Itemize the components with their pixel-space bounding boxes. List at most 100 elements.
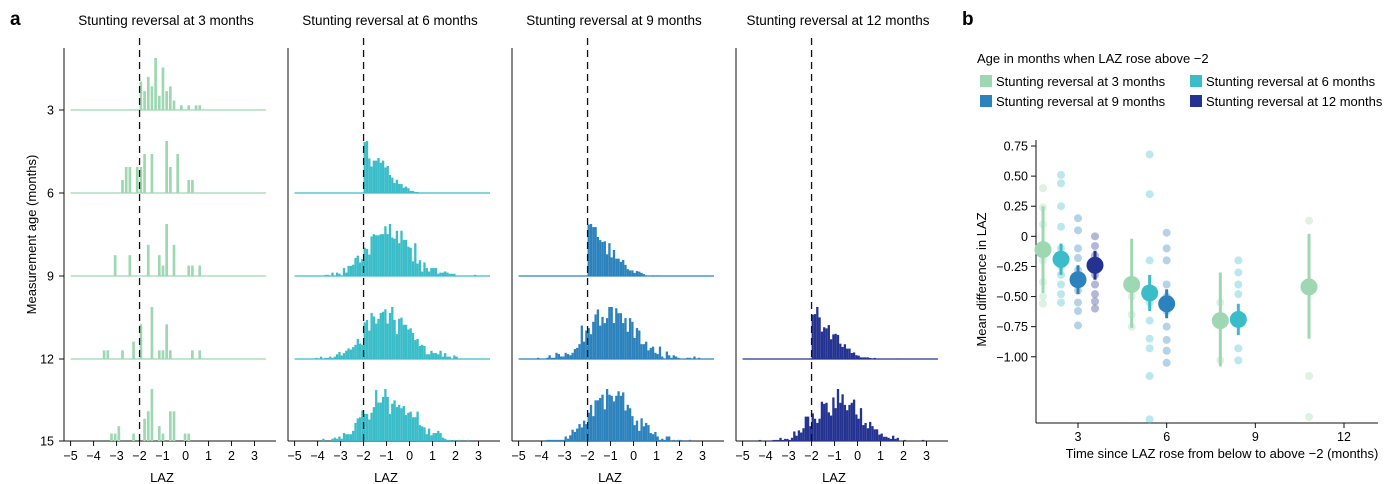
histogram-bar (848, 348, 851, 359)
histogram-bar (414, 340, 417, 359)
histogram-bar (878, 434, 881, 441)
histogram-bar (377, 235, 380, 276)
observation-point (1145, 256, 1154, 265)
histogram-bar (672, 439, 675, 441)
histogram-bar (358, 262, 362, 276)
observation-point (1162, 346, 1171, 355)
histogram-bar (329, 356, 332, 359)
histogram-bar (409, 190, 412, 193)
histogram-bar (432, 353, 435, 359)
histogram-bar (869, 357, 872, 359)
histogram-bar (580, 325, 583, 359)
histogram-bar (423, 346, 426, 359)
histogram-bar (143, 91, 146, 110)
histogram-bar (110, 433, 113, 441)
histogram-bar (781, 439, 784, 441)
histogram-bar (654, 431, 657, 441)
histogram-bar (839, 402, 842, 441)
histogram-bar (585, 424, 588, 441)
histogram-bar (612, 323, 616, 359)
histogram-bar (395, 334, 399, 359)
histogram-bar (450, 273, 454, 276)
histogram-bar (407, 329, 410, 359)
histogram-bar (128, 255, 132, 276)
histogram-bar (356, 338, 359, 359)
ridge-age-9 (518, 224, 714, 277)
histogram-bar (333, 437, 336, 441)
histogram-bar (172, 100, 176, 110)
histogram-bar (388, 224, 392, 276)
histogram-bar (439, 272, 442, 276)
histogram-bar (117, 426, 121, 441)
histogram-bar (880, 433, 883, 441)
histogram-bar (414, 243, 417, 276)
histogram-bar (398, 318, 401, 359)
histogram-bar (569, 435, 572, 441)
histogram-bar (576, 347, 579, 359)
histogram-bar (601, 241, 604, 276)
x-tick-label: −5 (63, 449, 77, 463)
histogram-bar (427, 354, 431, 359)
x-tick-label: −3 (109, 449, 123, 463)
histogram-bar (439, 350, 442, 359)
histogram-bar (848, 404, 851, 441)
histogram-bar (102, 350, 106, 359)
histogram-bar (161, 350, 165, 359)
histogram-bar (432, 433, 435, 441)
histogram-bar (457, 439, 461, 441)
histogram-bar (430, 350, 433, 359)
histogram-bar (836, 334, 840, 359)
histogram-bar (361, 344, 364, 359)
histogram-bar (439, 433, 442, 441)
histogram-bar (315, 357, 318, 359)
histogram-bar (592, 321, 595, 359)
histogram-bar (370, 236, 373, 276)
histogram-bar (548, 355, 551, 359)
x-tick-label: −1 (155, 449, 169, 463)
histogram-bar (564, 352, 567, 359)
y-tick-label: −0.25 (996, 260, 1028, 274)
histogram-bar (825, 402, 828, 441)
histogram-bar (375, 390, 378, 441)
histogram-bar (617, 258, 620, 276)
histogram-bar (106, 350, 110, 359)
histogram-bar (852, 352, 856, 359)
observation-point (1091, 241, 1099, 250)
x-tick-label: −4 (310, 449, 324, 463)
histogram-bar (686, 357, 689, 359)
histogram-bar (649, 347, 652, 359)
histogram-bar (324, 357, 327, 359)
histogram-bar (375, 160, 378, 193)
histogram-bar (816, 422, 819, 441)
histogram-bar (444, 353, 447, 359)
histogram-bar (642, 274, 646, 276)
histogram-bar (161, 265, 165, 276)
histogram-bar (139, 81, 143, 110)
histogram-bar (612, 250, 616, 276)
histogram-bar (391, 403, 394, 441)
histogram-bar (342, 268, 346, 276)
observation-point (1074, 244, 1082, 253)
histogram-bar (665, 436, 669, 441)
histogram-bar (573, 431, 577, 441)
x-tick-label: 3 (699, 449, 706, 463)
histogram-bar (143, 154, 146, 193)
histogram-bar (437, 273, 440, 276)
histogram-bar (416, 338, 419, 359)
legend-item-1: Stunting reversal at 3 months (980, 74, 1166, 89)
series-4 (1086, 232, 1104, 313)
histogram-bar (804, 416, 807, 441)
histogram-bar (661, 438, 664, 441)
y-tick-label: 12 (40, 353, 54, 367)
ridge-age-12 (70, 307, 266, 360)
histogram-bar (384, 389, 387, 441)
observation-point (1074, 214, 1082, 223)
histogram-bar (850, 352, 853, 359)
histogram-bar (615, 258, 618, 276)
histogram-bar (786, 438, 789, 441)
histogram-bar (453, 355, 456, 359)
histogram-bar (393, 320, 396, 359)
y-tick-label: 0.75 (1004, 140, 1028, 154)
histogram-bar (446, 356, 449, 359)
histogram-bar (441, 437, 445, 441)
